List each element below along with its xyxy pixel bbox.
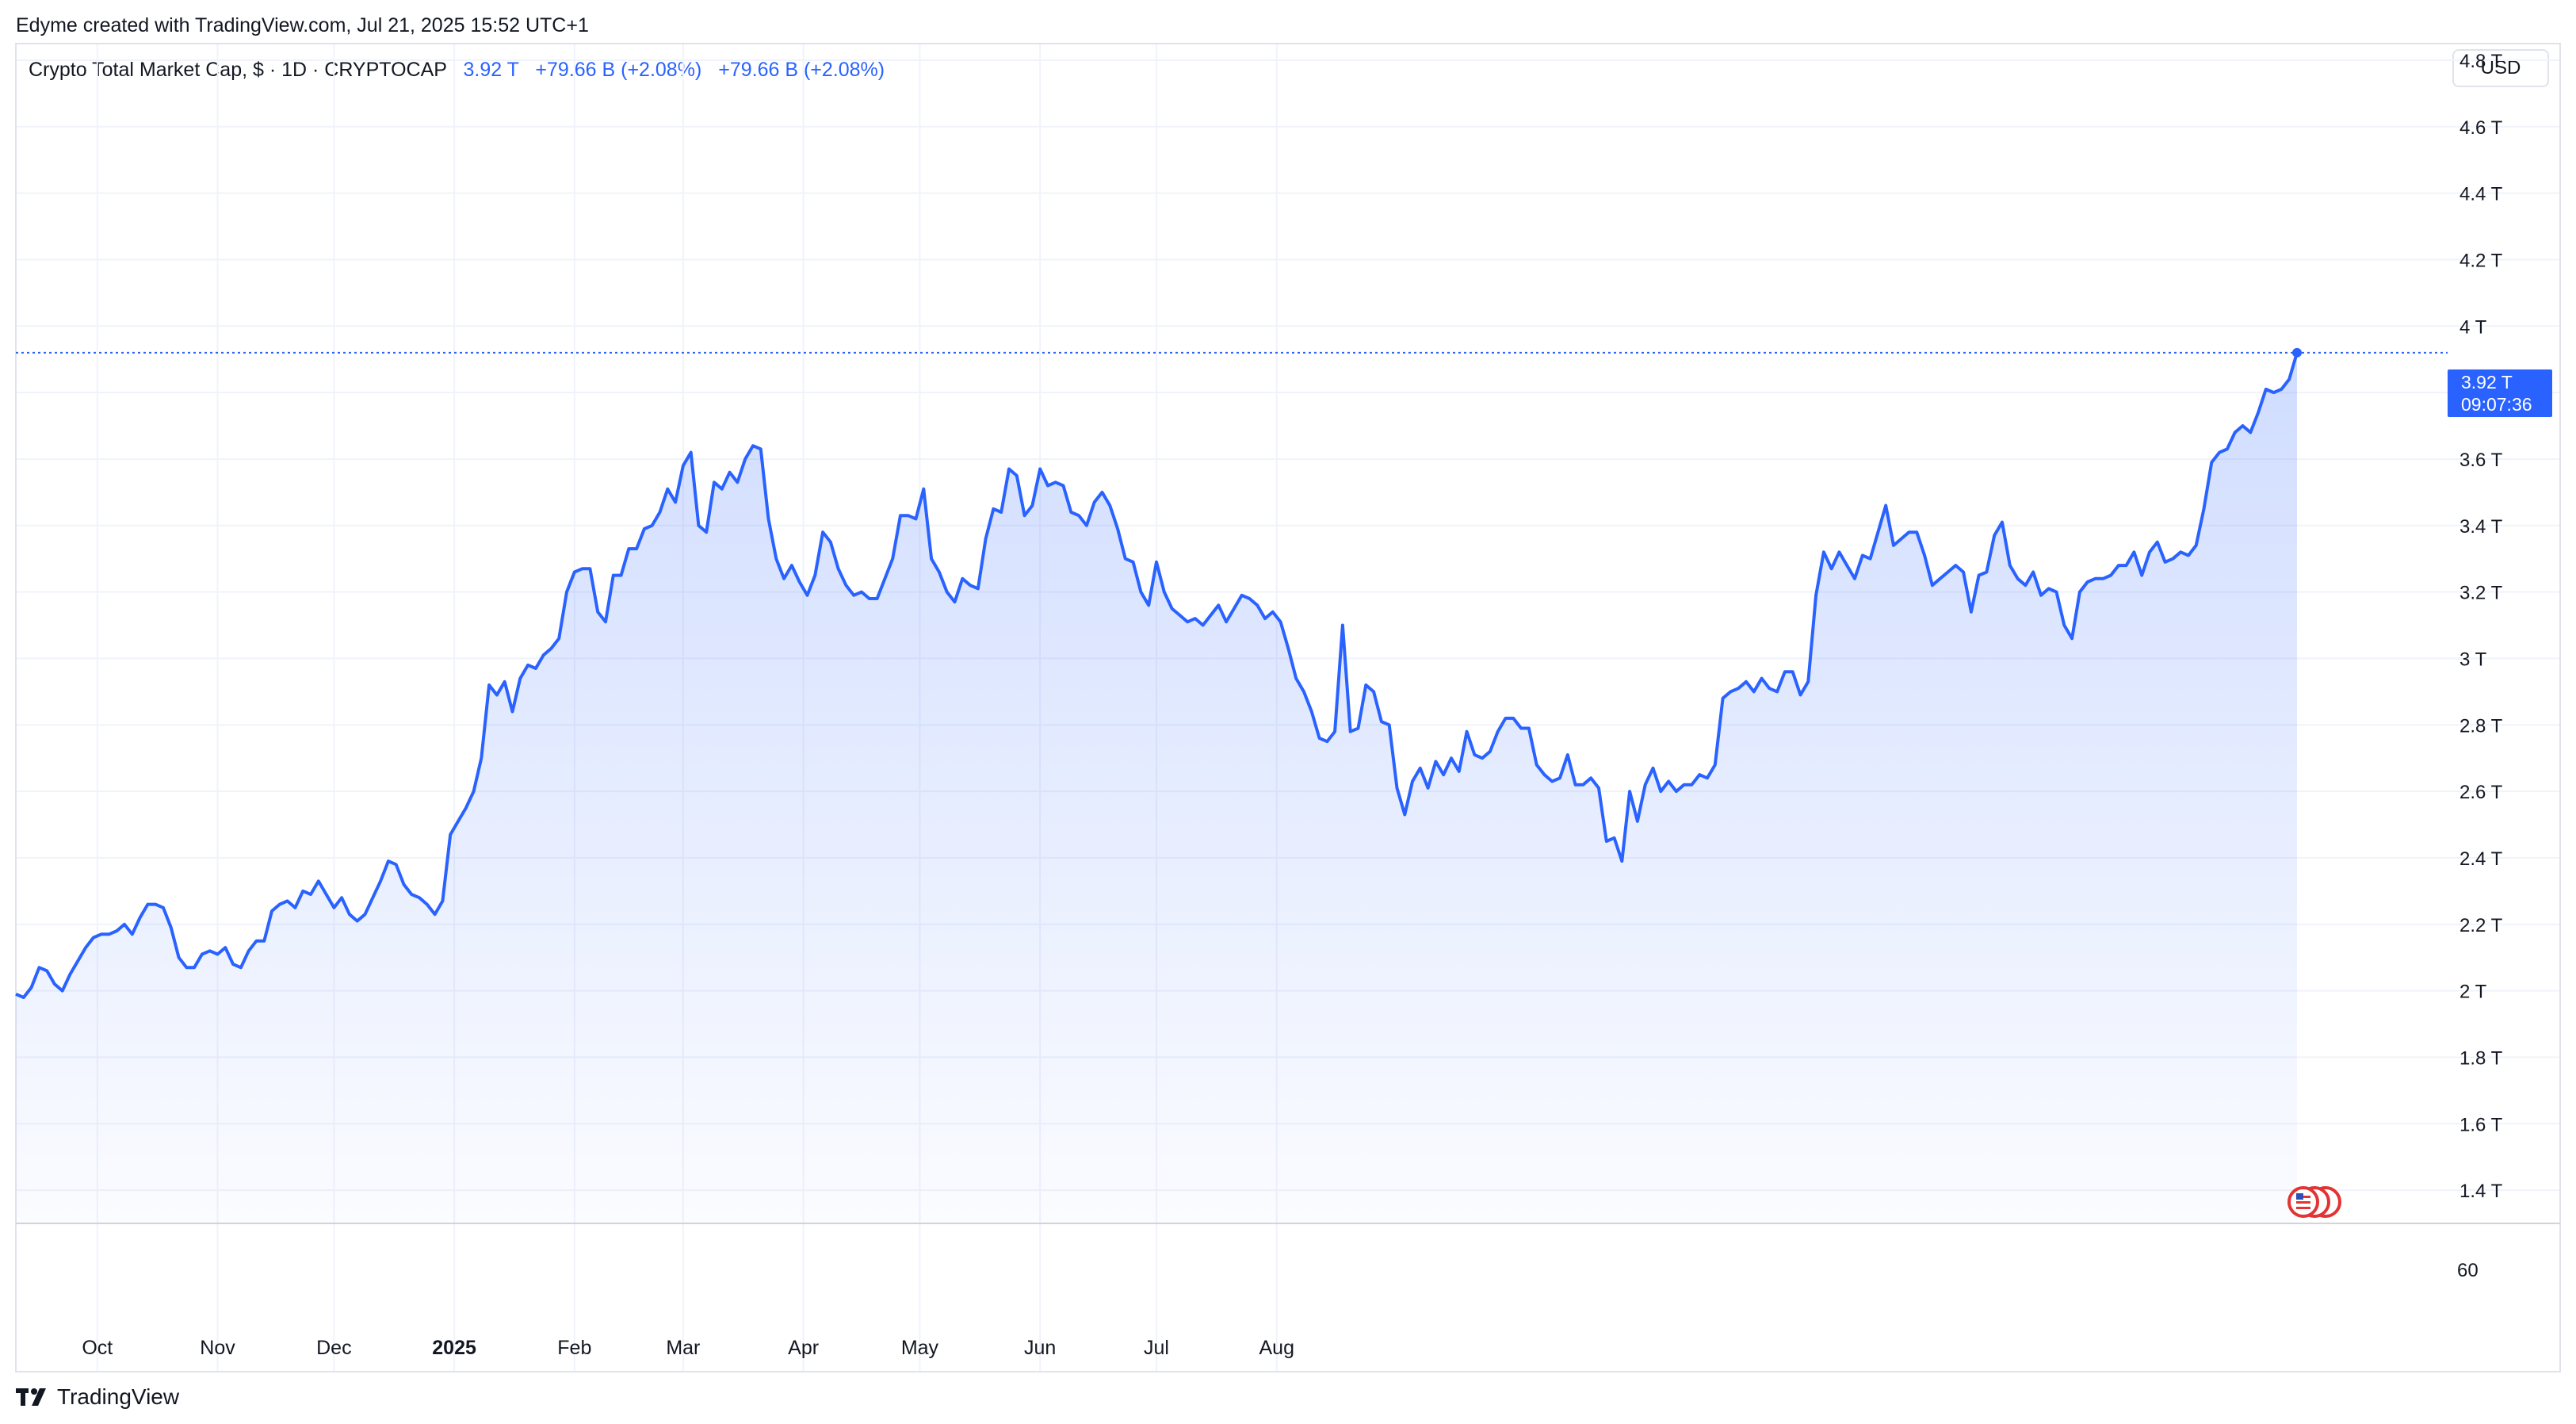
y-tick-label: 4.8 T: [2459, 51, 2503, 72]
y-tick-label: 2.4 T: [2459, 848, 2503, 870]
x-tick-label: Dec: [316, 1337, 351, 1359]
last-price-dot: [2292, 347, 2302, 358]
change-value: +79.66 B (+2.08%): [535, 59, 702, 81]
x-axis: Oct Nov Dec 2025 Feb Mar Apr May Jun Jul Aug: [82, 1337, 1294, 1359]
x-tick-label: Apr: [788, 1337, 819, 1359]
price-area: [16, 352, 2297, 1223]
y-tick-label: 3.6 T: [2459, 450, 2503, 471]
price-line: [15, 352, 2299, 999]
x-tick-label: May: [901, 1337, 939, 1359]
x-tick-label: Jul: [1144, 1337, 1169, 1359]
last-value: 3.92 T: [463, 59, 519, 81]
price-tag-countdown: 09:07:36: [2461, 394, 2532, 415]
y-tick-label: 3 T: [2459, 649, 2487, 670]
chart-credit: Edyme created with TradingView.com, Jul …: [16, 14, 589, 36]
change-value-2: +79.66 B (+2.08%): [718, 59, 885, 81]
y-tick-label: 1.6 T: [2459, 1114, 2503, 1135]
y-tick-label: 3.2 T: [2459, 583, 2503, 604]
y-tick-label: 4.6 T: [2459, 117, 2503, 139]
y-tick-label: 4.2 T: [2459, 250, 2503, 271]
symbol-legend: Crypto Total Market Cap, $ · 1D · CRYPTO…: [29, 59, 885, 82]
us-flag-icon[interactable]: [2287, 1186, 2341, 1218]
x-tick-label: Oct: [82, 1337, 113, 1359]
y-tick-label: 2 T: [2459, 982, 2487, 1003]
x-tick-label: Nov: [200, 1337, 235, 1359]
y-tick-label: 3.4 T: [2459, 516, 2503, 538]
y-axis: 4.8 T4.6 T4.4 T4.2 T4 T3.8 T3.6 T3.4 T3.…: [2459, 51, 2503, 1202]
symbol-title[interactable]: Crypto Total Market Cap, $ · 1D · CRYPTO…: [29, 59, 447, 81]
tradingview-icon: [16, 1388, 46, 1406]
y-tick-label: 4 T: [2459, 316, 2487, 338]
y-tick-label: 2.6 T: [2459, 782, 2503, 803]
price-tag-value: 3.92 T: [2461, 372, 2513, 392]
y-tick-label: 1.4 T: [2459, 1181, 2503, 1202]
y-tick-label: 4.4 T: [2459, 184, 2503, 205]
x-tick-label: 2025: [432, 1337, 476, 1359]
lower-pane-tick: 60: [2457, 1260, 2479, 1281]
x-tick-label: Aug: [1259, 1337, 1294, 1359]
tradingview-logo[interactable]: TradingView: [16, 1384, 179, 1410]
x-tick-label: Mar: [666, 1337, 700, 1359]
chart-frame: [15, 43, 2561, 1372]
y-tick-label: 2.2 T: [2459, 915, 2503, 936]
y-tick-label: 2.8 T: [2459, 715, 2503, 737]
price-tag: 3.92 T 09:07:36: [2448, 369, 2552, 417]
y-tick-label: 1.8 T: [2459, 1047, 2503, 1069]
x-tick-label: Jun: [1024, 1337, 1056, 1359]
tradingview-brand: TradingView: [57, 1384, 180, 1409]
x-tick-label: Feb: [557, 1337, 591, 1359]
